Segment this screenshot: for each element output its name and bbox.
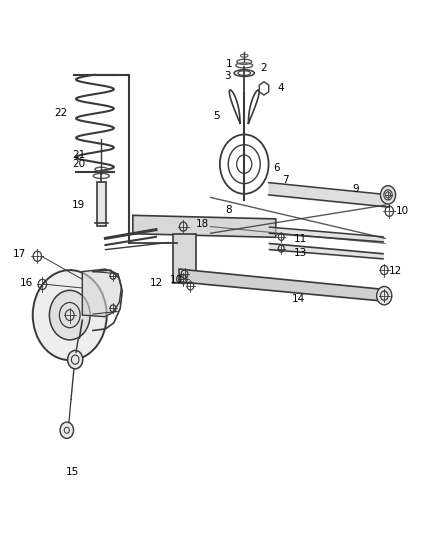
Polygon shape — [82, 269, 121, 317]
Circle shape — [377, 286, 392, 305]
Text: 4: 4 — [277, 84, 284, 93]
Circle shape — [67, 350, 83, 369]
Text: 21: 21 — [72, 150, 85, 160]
Text: 18: 18 — [196, 219, 209, 229]
Text: 17: 17 — [13, 249, 26, 259]
Text: 19: 19 — [72, 200, 85, 210]
Text: 8: 8 — [225, 205, 232, 215]
Text: 15: 15 — [66, 467, 79, 477]
Text: 2: 2 — [260, 63, 267, 74]
Text: 20: 20 — [72, 159, 85, 169]
Circle shape — [60, 422, 74, 439]
Polygon shape — [173, 234, 196, 283]
Text: 6: 6 — [273, 163, 279, 173]
Polygon shape — [133, 215, 276, 237]
Text: 7: 7 — [282, 174, 289, 184]
Text: 10: 10 — [170, 276, 183, 285]
Text: 22: 22 — [54, 108, 67, 118]
Circle shape — [33, 270, 107, 360]
Text: 10: 10 — [396, 206, 409, 216]
Text: 14: 14 — [291, 294, 304, 304]
Text: 16: 16 — [20, 278, 33, 288]
Text: 12: 12 — [389, 265, 402, 276]
Text: 12: 12 — [150, 278, 163, 288]
Text: 1: 1 — [226, 59, 233, 69]
Text: 9: 9 — [353, 184, 359, 193]
Text: 13: 13 — [294, 248, 307, 258]
Text: 11: 11 — [294, 235, 307, 245]
Polygon shape — [179, 269, 385, 301]
Circle shape — [381, 185, 396, 204]
Text: 5: 5 — [213, 110, 220, 120]
Bar — [97, 182, 106, 225]
Circle shape — [49, 290, 90, 340]
Text: 3: 3 — [224, 71, 231, 81]
